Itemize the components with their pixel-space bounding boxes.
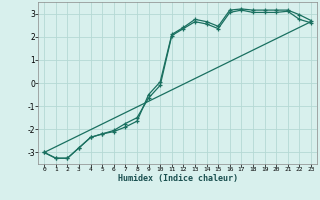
X-axis label: Humidex (Indice chaleur): Humidex (Indice chaleur) [118, 174, 238, 183]
